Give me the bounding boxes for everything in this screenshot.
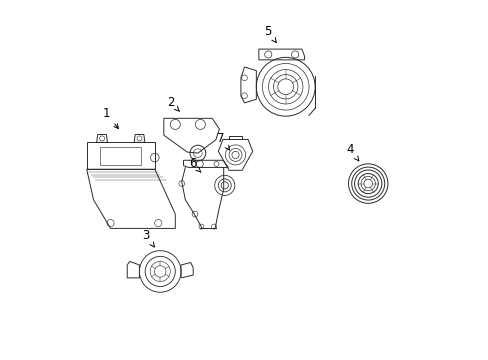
Text: 4: 4 bbox=[346, 143, 358, 161]
Text: 7: 7 bbox=[217, 132, 229, 150]
Text: 1: 1 bbox=[102, 107, 118, 129]
Text: 6: 6 bbox=[188, 157, 201, 172]
Text: 2: 2 bbox=[167, 96, 179, 112]
Text: 5: 5 bbox=[264, 25, 276, 42]
Text: 3: 3 bbox=[142, 229, 154, 247]
